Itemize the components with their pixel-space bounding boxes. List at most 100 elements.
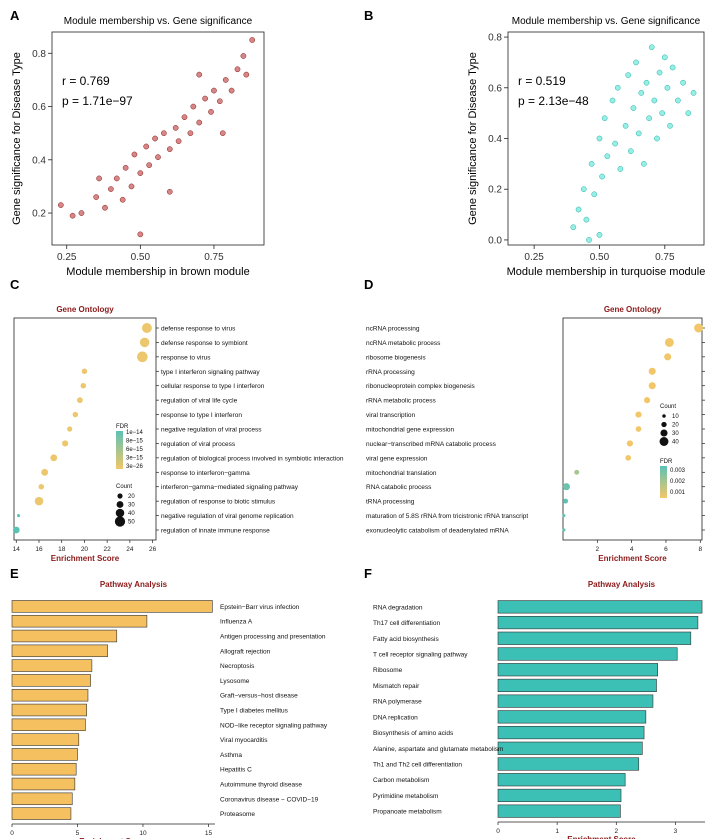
count-legend-dot	[662, 414, 666, 418]
x-tick-label: 0.75	[204, 252, 224, 263]
data-point	[137, 351, 148, 363]
plot-frame-a	[51, 31, 265, 246]
fdr-legend-label: 0.002	[670, 479, 686, 485]
fdr-colorbar-d	[660, 466, 667, 498]
bar	[11, 762, 77, 776]
x-tick-label: 0	[496, 828, 500, 835]
x-axis-label-c: Enrichment Score	[51, 554, 120, 563]
x-tick-label: 18	[58, 546, 66, 553]
fdr-legend-label: 0.001	[670, 490, 686, 496]
data-point	[617, 166, 624, 172]
panel-label-f: F	[364, 566, 372, 581]
data-point	[651, 97, 658, 104]
category-label: Ribosome	[373, 667, 403, 674]
category-label: Proteasome	[220, 811, 255, 818]
x-axis-label-a: Module membership in brown module	[66, 266, 249, 278]
data-point	[78, 210, 85, 216]
p-value-label-a: p = 1.71e−97	[62, 94, 133, 108]
count-legend-label: 30	[672, 431, 679, 437]
category-label: Antigen processing and presentation	[220, 634, 326, 641]
fdr-legend-label: 0.003	[670, 468, 686, 474]
x-tick-label: 0.50	[131, 252, 151, 263]
x-tick-label: 0.25	[524, 252, 544, 263]
data-point	[562, 528, 566, 532]
data-point	[12, 526, 20, 534]
category-label: Alanine, aspartate and glutamate metabol…	[373, 746, 503, 753]
category-label: Carbon metabolism	[373, 777, 429, 784]
data-point	[580, 186, 587, 193]
data-point	[128, 183, 135, 190]
data-point	[646, 115, 652, 122]
data-point	[76, 397, 83, 404]
fdr-legend-label: 8e−15	[126, 439, 144, 445]
data-point	[196, 71, 203, 78]
p-value-label-b: p = 2.13e−48	[518, 94, 589, 108]
bar	[11, 733, 80, 746]
category-label: Pyrimidine metabolism	[373, 793, 438, 800]
category-label: negative regulation of viral process	[161, 427, 262, 434]
category-label: Necroptosis	[220, 663, 255, 670]
bar	[11, 718, 86, 732]
data-point	[562, 483, 570, 491]
y-axis-label-b: Gene significance for Disease Type	[467, 52, 479, 225]
data-point	[601, 115, 608, 122]
category-label: regulation of response to biotic stimulu…	[161, 499, 276, 506]
y-tick-label: 0.8	[488, 33, 502, 44]
x-tick-label: 0.50	[590, 252, 610, 263]
x-tick-label: 8	[698, 546, 702, 553]
data-point	[648, 382, 656, 390]
category-label: Lysosome	[220, 678, 250, 685]
data-point	[588, 161, 595, 167]
category-label: RNA catabolic process	[366, 484, 432, 491]
chart-title-a: Module membership vs. Gene significance	[64, 16, 253, 27]
category-label: type I interferon signaling pathway	[161, 369, 260, 376]
data-point	[234, 66, 241, 73]
category-label: Propanoate metabolism	[373, 809, 442, 816]
correlation-label-a: r = 0.769	[62, 74, 110, 88]
category-label: ncRNA processing	[366, 326, 420, 333]
category-label: Allograft rejection	[220, 648, 271, 655]
data-point	[596, 135, 603, 142]
data-point	[113, 175, 120, 182]
category-label: RNA polymerase	[373, 699, 422, 706]
data-point	[612, 140, 618, 147]
data-point	[228, 87, 235, 94]
data-point	[155, 154, 161, 160]
data-point	[152, 135, 158, 142]
data-point	[635, 411, 642, 418]
category-label: Hepatitis C	[220, 767, 252, 774]
fdr-legend-label: 6e−15	[126, 447, 144, 453]
data-point	[240, 53, 247, 59]
bar	[497, 631, 692, 645]
fdr-legend-label: 3e−15	[126, 456, 144, 462]
category-label: maturation of 5.8S rRNA from tricistroni…	[366, 513, 528, 520]
data-point	[69, 212, 76, 219]
category-label: T cell receptor signaling pathway	[373, 652, 468, 659]
data-point	[635, 130, 642, 137]
category-label: ncRNA metabolic process	[366, 340, 441, 347]
bar	[11, 777, 76, 791]
category-label: cellular response to type I interferon	[161, 383, 265, 390]
x-axis-label-e: Enrichment Score	[79, 837, 148, 839]
data-point	[656, 69, 663, 76]
data-point	[172, 125, 179, 131]
x-tick-label: 14	[13, 546, 21, 553]
y-tick-label: 0.2	[32, 209, 46, 220]
data-point	[146, 162, 153, 168]
data-point	[137, 231, 144, 238]
count-legend-label: 20	[128, 494, 135, 500]
x-tick-label: 15	[205, 830, 213, 837]
data-point	[81, 368, 88, 375]
category-label: ribonucleoprotein complex biogenesis	[366, 383, 476, 390]
data-point	[654, 135, 660, 142]
bar	[497, 725, 645, 740]
bar	[497, 678, 657, 693]
count-legend-dot	[117, 493, 123, 499]
plot-frame-d	[562, 317, 703, 541]
bar	[497, 757, 640, 771]
category-label: viral transcription	[366, 412, 416, 419]
bar	[11, 659, 93, 672]
data-point	[190, 103, 197, 110]
panel-label-d: D	[364, 277, 373, 292]
